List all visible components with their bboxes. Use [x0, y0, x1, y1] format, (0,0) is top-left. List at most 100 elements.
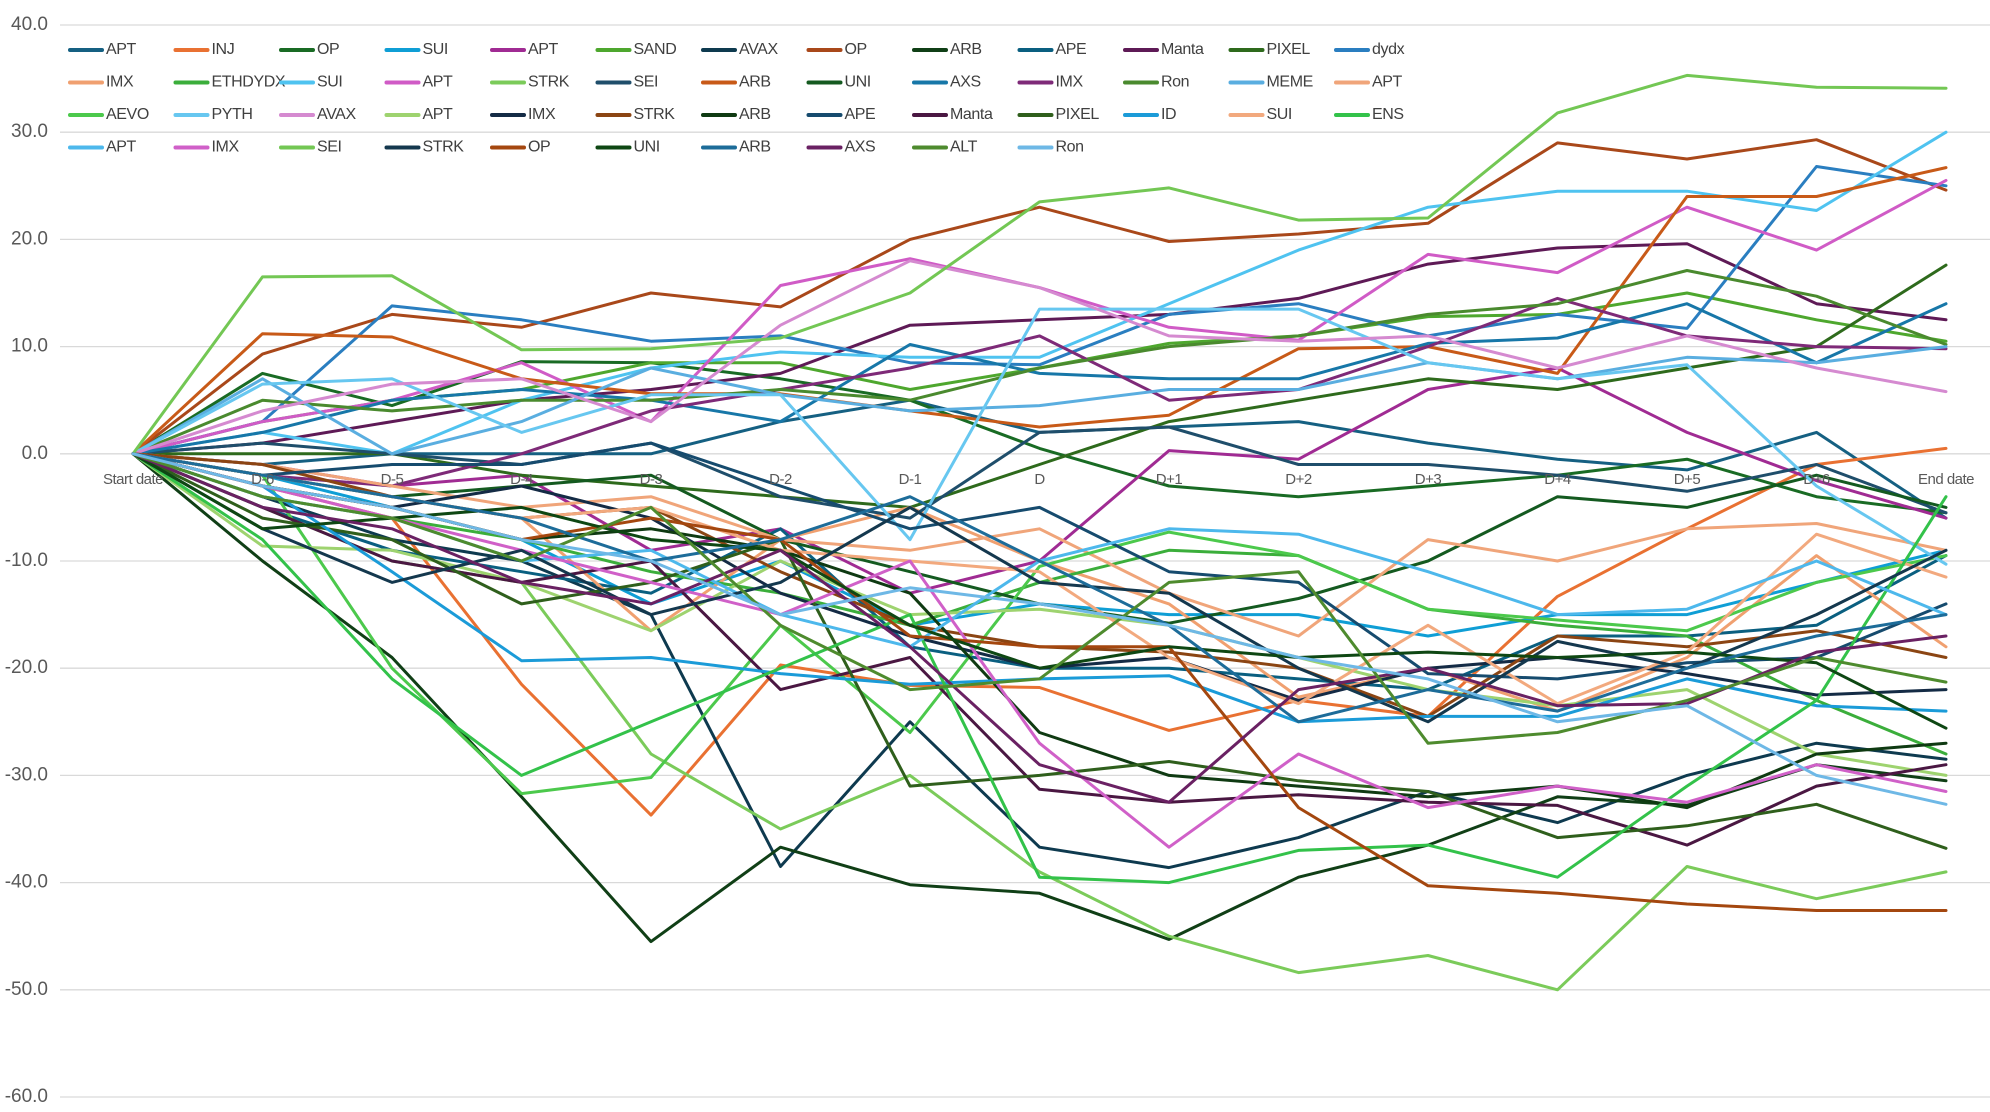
y-tick-label: 30.0 [11, 121, 48, 142]
data-line [131, 452, 1948, 850]
legend-item: APT [490, 41, 559, 58]
y-tick-label: -50.0 [5, 979, 48, 1000]
legend-item: APT [384, 106, 454, 123]
data-line [131, 452, 1948, 638]
data-line [131, 166, 1948, 456]
legend-label: STRK [423, 139, 465, 156]
legend-label: ARB [950, 41, 982, 58]
legend-item: AVAX [701, 41, 779, 58]
legend-label: ID [1161, 106, 1176, 123]
legend-item: ARB [701, 106, 771, 123]
legend-item: ID [1123, 106, 1177, 123]
legend-item: AEVO [68, 106, 149, 123]
legend-item: Ron [1123, 74, 1190, 91]
data-line [131, 446, 1948, 817]
legend-item: APT [1334, 74, 1403, 91]
data-line [131, 452, 1948, 849]
legend-item: OP [279, 41, 340, 58]
legend-label: SUI [1267, 106, 1292, 123]
data-line [131, 296, 1948, 488]
data-line [131, 452, 1948, 804]
legend-label: AVAX [739, 41, 778, 58]
data-line [131, 130, 1948, 456]
legend-item: Manta [912, 106, 993, 123]
legend-label: SAND [634, 41, 677, 58]
legend-item: PYTH [173, 106, 253, 123]
x-tick-label: Start date [103, 471, 163, 488]
y-tick-label: 20.0 [11, 228, 48, 249]
legend-label: Ron [1161, 74, 1189, 91]
legend-item: OP [806, 41, 867, 58]
legend-item: ARB [701, 139, 771, 156]
legend-label: APT [423, 106, 454, 123]
grid: 40.0 30.0 20.0 10.0 0.0 -10.0 -20.0 -30.0 -40.0 -… [5, 14, 1990, 1107]
legend-label: AVAX [317, 106, 356, 123]
x-tick-label: D-2 [769, 471, 792, 488]
legend-label: APT [1372, 74, 1403, 91]
legend-item: STRK [595, 106, 676, 123]
data-line [131, 138, 1948, 456]
legend-label: OP [317, 41, 339, 58]
x-tick-label: D+1 [1156, 471, 1183, 488]
legend-item: OP [490, 139, 551, 156]
x-tick-label: D-6 [251, 471, 274, 488]
legend-item: UNI [595, 139, 660, 156]
legend-label: APT [106, 41, 137, 58]
legend-item: SUI [279, 74, 343, 91]
y-tick-label: -40.0 [5, 872, 48, 893]
data-line [131, 307, 1948, 566]
data-line [131, 269, 1948, 456]
legend-label: IMX [528, 106, 556, 123]
plot-lines [131, 73, 1948, 992]
data-line [131, 259, 1948, 456]
legend-label: APE [845, 106, 876, 123]
legend-label: STRK [528, 74, 570, 91]
legend-label: OP [845, 41, 867, 58]
legend-label: AEVO [106, 106, 149, 123]
x-tick-label: D-5 [381, 471, 404, 488]
legend-item: SAND [595, 41, 677, 58]
data-line [131, 425, 1948, 520]
legend-item: STRK [384, 139, 465, 156]
legend-label: UNI [845, 74, 871, 91]
data-line [131, 452, 1948, 806]
data-line [131, 452, 1948, 944]
legend-label: ETHDYDX [212, 74, 286, 91]
data-line [131, 452, 1948, 724]
data-line [131, 452, 1948, 745]
y-tick-label: -30.0 [5, 764, 48, 785]
y-tick-label: 40.0 [11, 14, 48, 35]
legend-label: Manta [1161, 41, 1204, 58]
legend-label: SEI [317, 139, 342, 156]
legend-label: SUI [423, 41, 448, 58]
legend-label: SEI [634, 74, 659, 91]
legend-item: dydx [1334, 41, 1405, 58]
legend-item: PIXEL [1017, 106, 1100, 123]
legend-label: ARB [739, 106, 771, 123]
x-axis-labels: Start date D-6 D-5 D-4 D-3 D-2 D-1 D D+1 D+2 D+3 D+… [103, 471, 1975, 488]
data-line [131, 242, 1948, 456]
x-tick-label: D+2 [1285, 471, 1312, 488]
legend-item: APT [68, 139, 137, 156]
legend-item: ARB [701, 74, 771, 91]
legend-label: ARB [739, 139, 771, 156]
y-tick-label: -10.0 [5, 550, 48, 571]
legend-label: IMX [106, 74, 134, 91]
legend-item: AXS [912, 74, 981, 91]
legend-label: APT [528, 41, 559, 58]
legend-label: STRK [634, 106, 676, 123]
legend-label: IMX [212, 139, 240, 156]
legend-label: Manta [950, 106, 993, 123]
data-line [131, 263, 1948, 509]
data-line [131, 452, 1948, 724]
legend-label: OP [528, 139, 550, 156]
legend-item: Manta [1123, 41, 1204, 58]
data-line [131, 452, 1948, 847]
legend-label: APT [423, 74, 454, 91]
legend-label: ENS [1372, 106, 1404, 123]
x-tick-label: End date [1918, 471, 1974, 488]
legend-item: APE [806, 106, 876, 123]
data-line [131, 398, 1948, 520]
legend-label: PIXEL [1056, 106, 1100, 123]
data-line [131, 73, 1948, 456]
